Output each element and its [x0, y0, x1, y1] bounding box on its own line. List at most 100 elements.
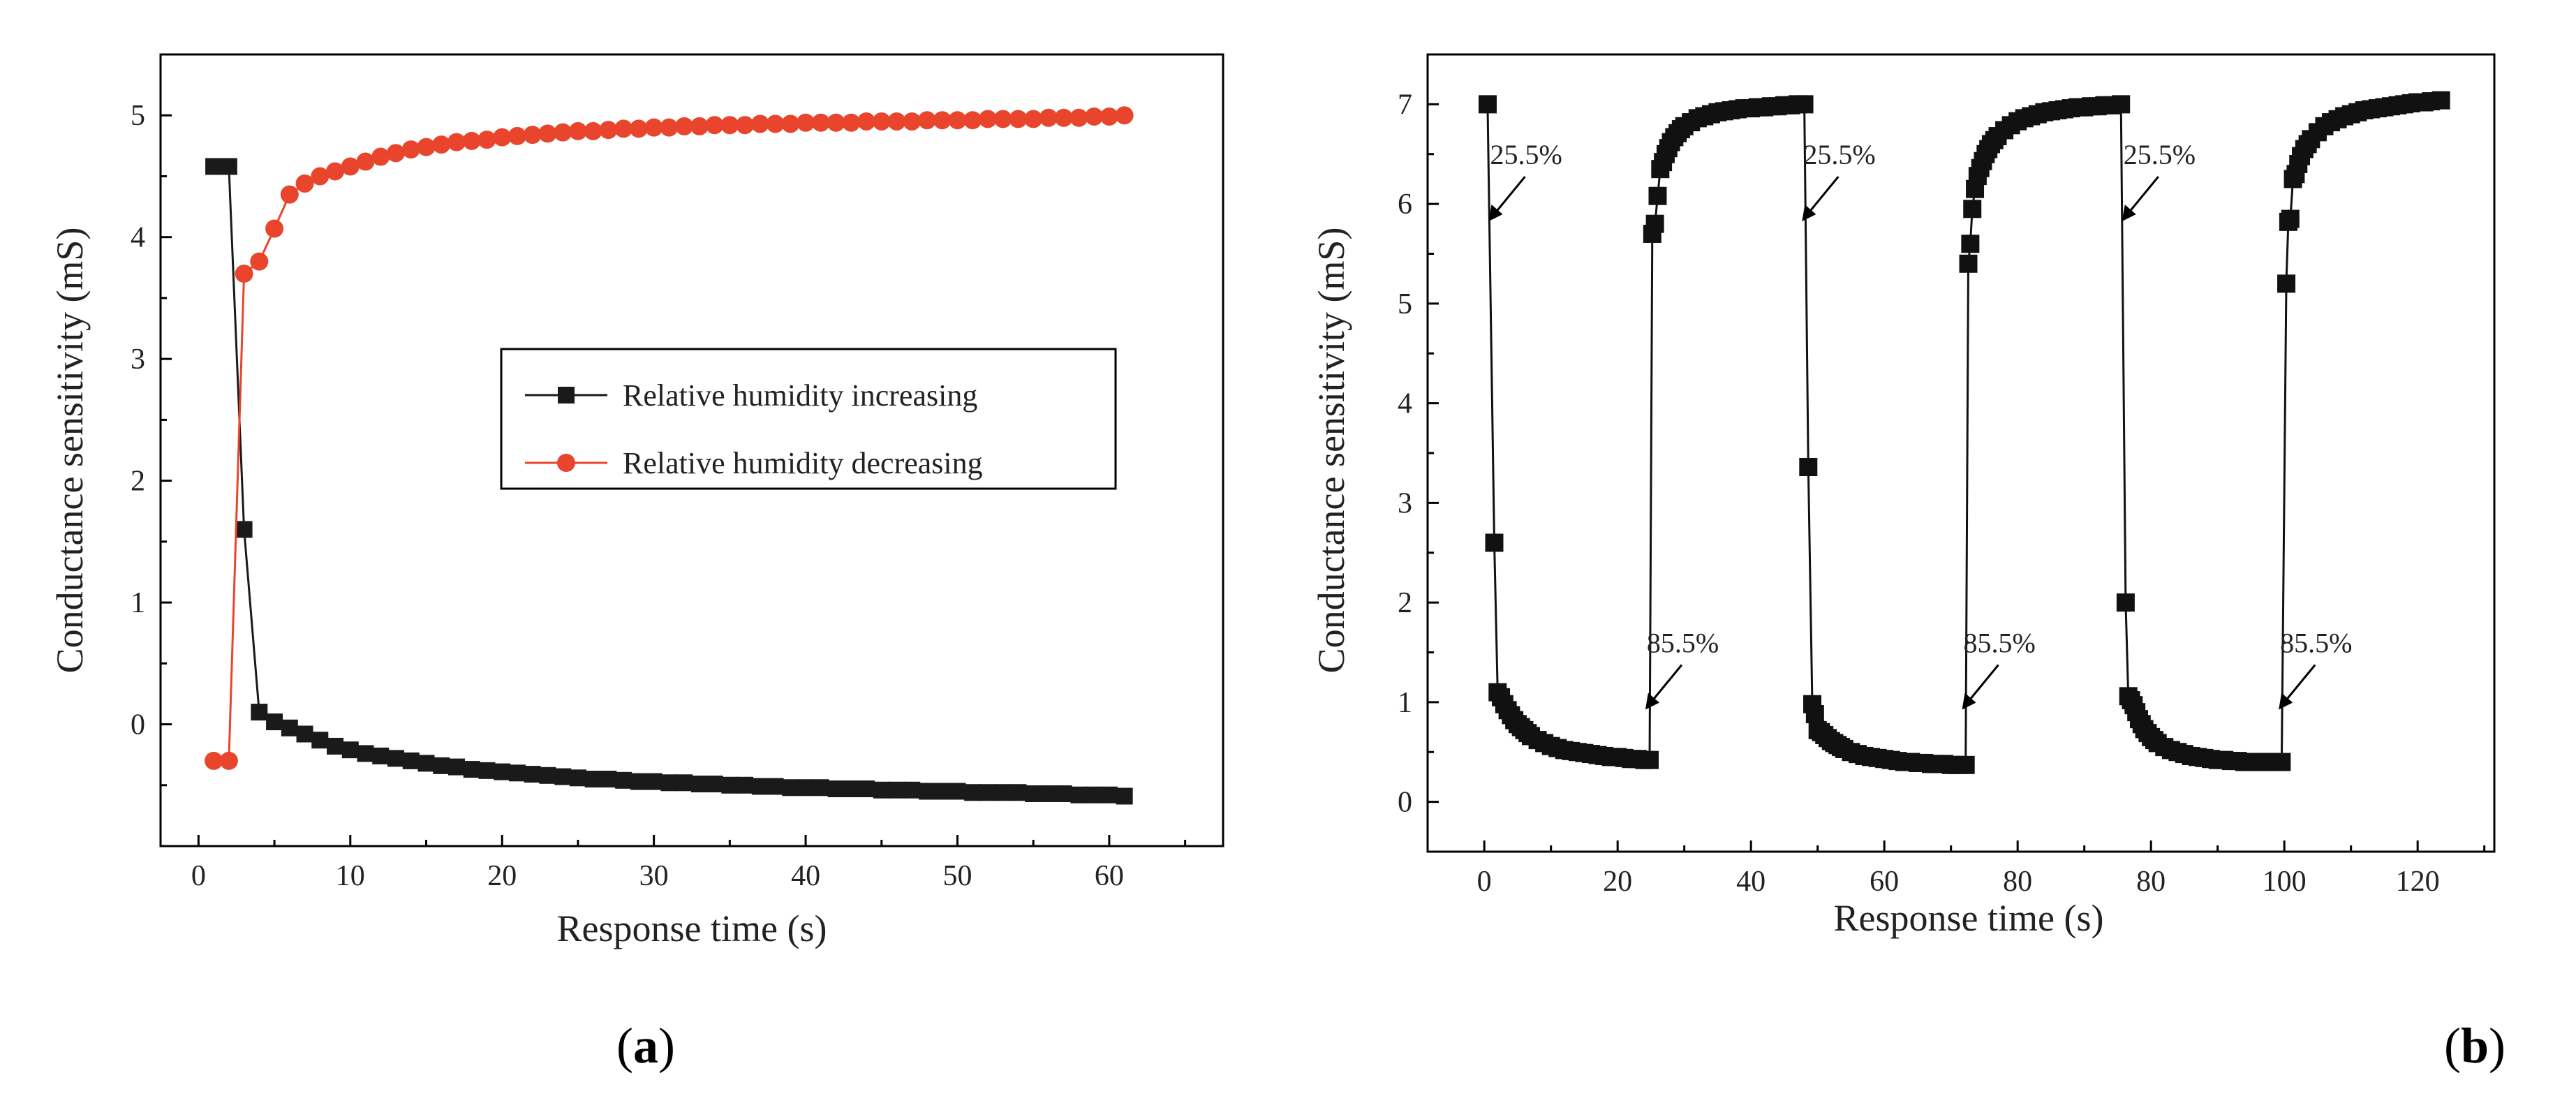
- panel-a-point-increasing: [690, 776, 708, 793]
- panel-b-series: [1478, 91, 2450, 774]
- panel-a-point-increasing: [919, 783, 936, 800]
- panel-b-y-tick-label: 3: [1398, 487, 1412, 519]
- panel-a-point-decreasing: [933, 111, 952, 130]
- panel-b-point: [1799, 457, 1818, 476]
- panel-a-point-decreasing: [690, 117, 709, 135]
- panel-a-x-tick-label: 20: [487, 860, 517, 892]
- panel-b-annotation-arrow: [2125, 176, 2159, 216]
- panel-a-point-increasing: [554, 768, 572, 785]
- panel-b-annotation-arrow: [1648, 664, 1683, 705]
- panel-a-point-increasing: [220, 158, 237, 175]
- panel-a-y-tick-label: 4: [131, 222, 145, 254]
- panel-a-point-increasing: [463, 761, 480, 778]
- panel-a-point-decreasing: [644, 118, 663, 137]
- panel-a-point-increasing: [387, 750, 405, 767]
- panel-a-point-increasing: [782, 779, 799, 797]
- panel-a-point-decreasing: [887, 112, 906, 131]
- panel-a-point-decreasing: [827, 113, 845, 132]
- panel-a-point-decreasing: [1085, 107, 1104, 126]
- panel-b-point: [1648, 186, 1667, 205]
- panel-a-point-decreasing: [842, 113, 861, 132]
- panel-a-point-increasing: [888, 781, 905, 799]
- panel-a-point-decreasing: [857, 112, 876, 131]
- panel-b-x-tick-label: 40: [1736, 866, 1766, 898]
- panel-a-legend: Relative humidity increasing Relative hu…: [500, 348, 1117, 490]
- panel-a-point-decreasing: [629, 119, 648, 138]
- panel-a-point-decreasing: [235, 265, 253, 283]
- panel-a-point-increasing: [767, 778, 784, 795]
- panel-b-ticks: 0 20 40 60 80 80 100 120 0 1 2 3 4 5 6 7: [1398, 89, 2486, 898]
- panel-b-x-tick-label: 100: [2263, 866, 2307, 898]
- panel-b-annotation-arrowhead: [1802, 205, 1816, 222]
- panel-a-point-decreasing: [401, 140, 420, 159]
- panel-a-point-increasing: [417, 755, 435, 772]
- legend-label-increasing: Relative humidity increasing: [623, 378, 977, 413]
- panel-b-y-tick-label: 2: [1398, 587, 1412, 619]
- panel-b-y-axis-label: Conductance sensitivity (mS): [1310, 228, 1352, 674]
- panel-b-y-tick-label: 6: [1398, 188, 1412, 221]
- panel-a-point-increasing: [447, 758, 465, 776]
- panel-b-point: [1963, 200, 1982, 219]
- panel-a-point-decreasing: [311, 167, 330, 186]
- panel-b-annotation-label: 85.5%: [1647, 628, 1719, 659]
- panel-b-y-tick-label: 1: [1398, 687, 1412, 719]
- panel-a-point-increasing: [1025, 785, 1042, 802]
- legend-label-decreasing: Relative humidity decreasing: [623, 446, 983, 480]
- panel-a-point-increasing: [357, 745, 374, 762]
- panel-a-point-increasing: [843, 780, 860, 798]
- panel-a-point-increasing: [296, 725, 313, 743]
- panel-a-point-decreasing: [948, 111, 967, 130]
- panel-b-point: [1795, 95, 1814, 114]
- panel-a-plot-frame: [159, 53, 1224, 847]
- panel-b-annotation-arrowhead: [2122, 205, 2136, 222]
- panel-a-point-increasing: [584, 771, 602, 788]
- panel-a-y-axis-label: Conductance sensitivity (mS): [49, 228, 91, 674]
- panel-a-point-increasing: [812, 779, 829, 797]
- panel-a-point-decreasing: [508, 126, 526, 145]
- panel-a-point-increasing: [994, 784, 1012, 801]
- panel-a-y-tick-label: 5: [131, 100, 145, 132]
- panel-b-annotation-arrowhead: [2279, 693, 2293, 710]
- panel-a-point-increasing: [736, 776, 754, 794]
- panel-a-point-decreasing: [295, 174, 314, 193]
- panel-a-point-decreasing: [1009, 110, 1028, 128]
- panel-a-point-decreasing: [781, 114, 800, 133]
- panel-b-annotation-label: 85.5%: [1964, 628, 2036, 659]
- panel-a-y-tick-label: 1: [131, 587, 145, 619]
- panel-a-series: [205, 106, 1134, 805]
- panel-a-point-decreasing: [265, 219, 284, 238]
- panel-a-point-increasing: [676, 774, 693, 792]
- panel-a-point-decreasing: [705, 116, 724, 135]
- panel-a-point-decreasing: [978, 110, 997, 128]
- panel-b-annotation-arrow: [1965, 664, 1999, 705]
- panel-b-annotation-label: 25.5%: [1490, 139, 1562, 170]
- panel-a-point-decreasing: [250, 252, 269, 271]
- panel-a-point-increasing: [327, 737, 344, 755]
- panel-a-point-decreasing: [750, 114, 769, 133]
- panel-b-y-tick-label: 5: [1398, 288, 1412, 320]
- panel-a-point-increasing: [494, 763, 511, 780]
- panel-a-x-axis-label: Response time (s): [557, 908, 827, 949]
- panel-a-point-decreasing: [493, 128, 512, 147]
- panel-a-x-tick-label: 0: [191, 860, 206, 892]
- panel-a-point-decreasing: [1024, 110, 1043, 128]
- panel-b-point: [2281, 209, 2300, 228]
- panel-a-point-increasing: [235, 521, 253, 538]
- panel-a-point-increasing: [858, 780, 875, 798]
- panel-b-annotation-arrow: [2282, 664, 2316, 705]
- panel-a-point-increasing: [1009, 784, 1027, 801]
- panel-a-point-increasing: [539, 767, 556, 784]
- panel-a-point-increasing: [433, 757, 450, 774]
- panel-a-point-increasing: [524, 766, 541, 783]
- panel-b-annotation-arrowhead: [1645, 693, 1659, 710]
- panel-a-x-tick-label: 60: [1095, 860, 1124, 892]
- panel-b-point: [2272, 753, 2291, 771]
- panel-b-label-letter: b: [2461, 1018, 2489, 1074]
- panel-a-point-increasing: [645, 773, 662, 790]
- panel-a-point-increasing: [402, 752, 420, 769]
- panel-a-point-decreasing: [1069, 108, 1088, 127]
- panel-b-y-tick-label: 4: [1398, 388, 1412, 420]
- panel-a-point-increasing: [341, 741, 359, 759]
- panel-a-point-increasing: [569, 769, 586, 787]
